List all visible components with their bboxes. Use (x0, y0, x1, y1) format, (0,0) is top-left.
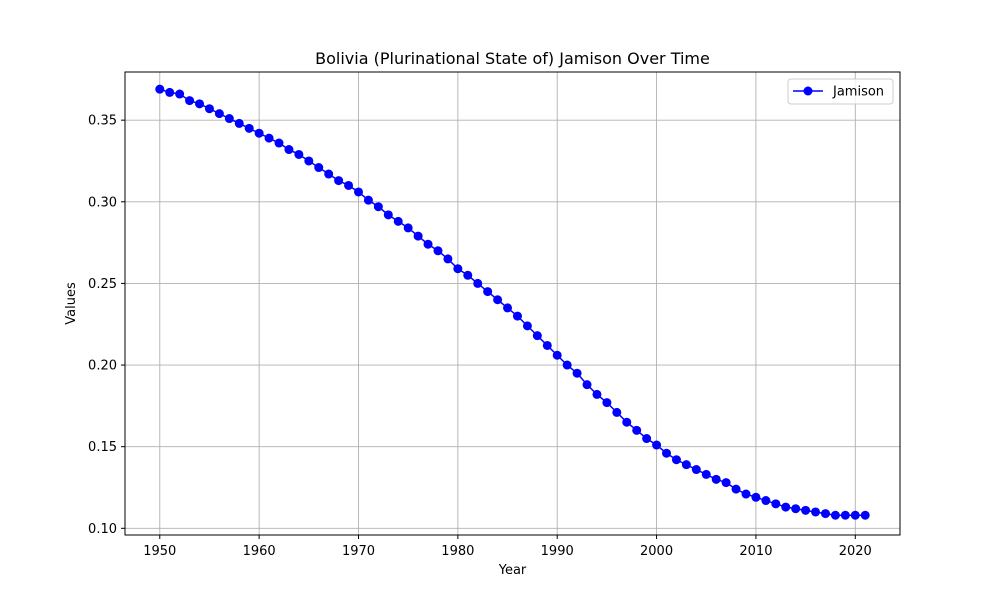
data-point (811, 507, 821, 517)
data-point (532, 331, 542, 341)
y-tick-label: 0.35 (88, 114, 117, 129)
data-point (393, 216, 403, 226)
data-point (363, 195, 373, 205)
data-point (254, 128, 264, 138)
data-point (483, 287, 493, 297)
data-point (860, 510, 870, 520)
data-point (463, 270, 473, 280)
x-tick-label: 2020 (839, 544, 872, 559)
data-point (721, 478, 731, 488)
data-point (542, 340, 552, 350)
series-layer (155, 84, 870, 520)
data-point (493, 295, 503, 305)
legend: Jamison (787, 78, 894, 105)
data-point (433, 246, 443, 256)
ticks-layer: 1950 1960 1970 1980 1990 2000 2010 2020 0.10 0.15… (88, 114, 872, 559)
y-tick-label: 0.15 (88, 440, 117, 455)
data-point (304, 156, 314, 166)
data-point (850, 510, 860, 520)
data-point (552, 350, 562, 360)
data-point (214, 109, 224, 119)
chart-title: Bolivia (Plurinational State of) Jamison… (315, 49, 710, 68)
data-point (522, 321, 532, 331)
data-point (562, 360, 572, 370)
data-point (622, 417, 632, 427)
data-point (681, 460, 691, 470)
data-point (741, 489, 751, 499)
data-point (314, 163, 324, 173)
data-point (334, 176, 344, 186)
x-tick-label: 2000 (640, 544, 673, 559)
legend-marker-swatch (803, 86, 813, 96)
data-point (840, 510, 850, 520)
data-point (373, 202, 383, 212)
data-point (761, 496, 771, 506)
data-point (512, 311, 522, 321)
data-point (284, 145, 294, 155)
data-point (185, 96, 195, 106)
data-point (781, 502, 791, 512)
data-point (642, 434, 652, 444)
data-point (234, 118, 244, 128)
x-tick-label: 1990 (541, 544, 574, 559)
x-tick-label: 1950 (143, 544, 176, 559)
y-tick-label: 0.30 (88, 195, 117, 210)
data-point (711, 474, 721, 484)
data-point (751, 492, 761, 502)
x-tick-label: 1960 (243, 544, 276, 559)
data-point (353, 187, 363, 197)
data-point (443, 254, 453, 264)
data-point (155, 84, 165, 94)
data-point (820, 509, 830, 519)
data-point (612, 407, 622, 417)
data-point (652, 440, 662, 450)
data-point (632, 425, 642, 435)
data-point (592, 389, 602, 399)
plot-frame (124, 71, 901, 536)
data-point (324, 169, 334, 179)
y-tick-label: 0.10 (88, 522, 117, 537)
legend-box (787, 78, 894, 105)
data-point (224, 114, 234, 124)
data-point (503, 303, 513, 313)
data-point (582, 380, 592, 390)
data-point (344, 180, 354, 190)
y-axis-title: Values (64, 282, 79, 325)
data-point (801, 505, 811, 515)
data-point (423, 239, 433, 249)
x-tick-label: 2010 (739, 544, 772, 559)
data-point (274, 138, 284, 148)
data-point (165, 87, 175, 97)
y-tick-label: 0.25 (88, 277, 117, 292)
data-point (701, 469, 711, 479)
data-point (413, 231, 423, 241)
data-point (195, 99, 205, 109)
data-point (294, 149, 304, 159)
data-point (204, 104, 214, 114)
data-point (175, 89, 185, 99)
data-point (791, 504, 801, 514)
grid-layer (125, 72, 900, 535)
data-point (403, 223, 413, 233)
x-tick-label: 1980 (441, 544, 474, 559)
data-point (691, 465, 701, 475)
data-point (602, 398, 612, 408)
y-tick-label: 0.20 (88, 359, 117, 374)
data-point (662, 448, 672, 458)
x-axis-title: Year (498, 563, 527, 578)
data-point (473, 278, 483, 288)
data-point (771, 499, 781, 509)
data-point (264, 133, 274, 143)
data-point (453, 264, 463, 274)
data-point (244, 123, 254, 133)
data-point (572, 368, 582, 378)
legend-label: Jamison (832, 85, 884, 100)
data-point (383, 210, 393, 220)
data-point (671, 455, 681, 465)
data-point (830, 510, 840, 520)
x-tick-label: 1970 (342, 544, 375, 559)
data-point (731, 484, 741, 494)
